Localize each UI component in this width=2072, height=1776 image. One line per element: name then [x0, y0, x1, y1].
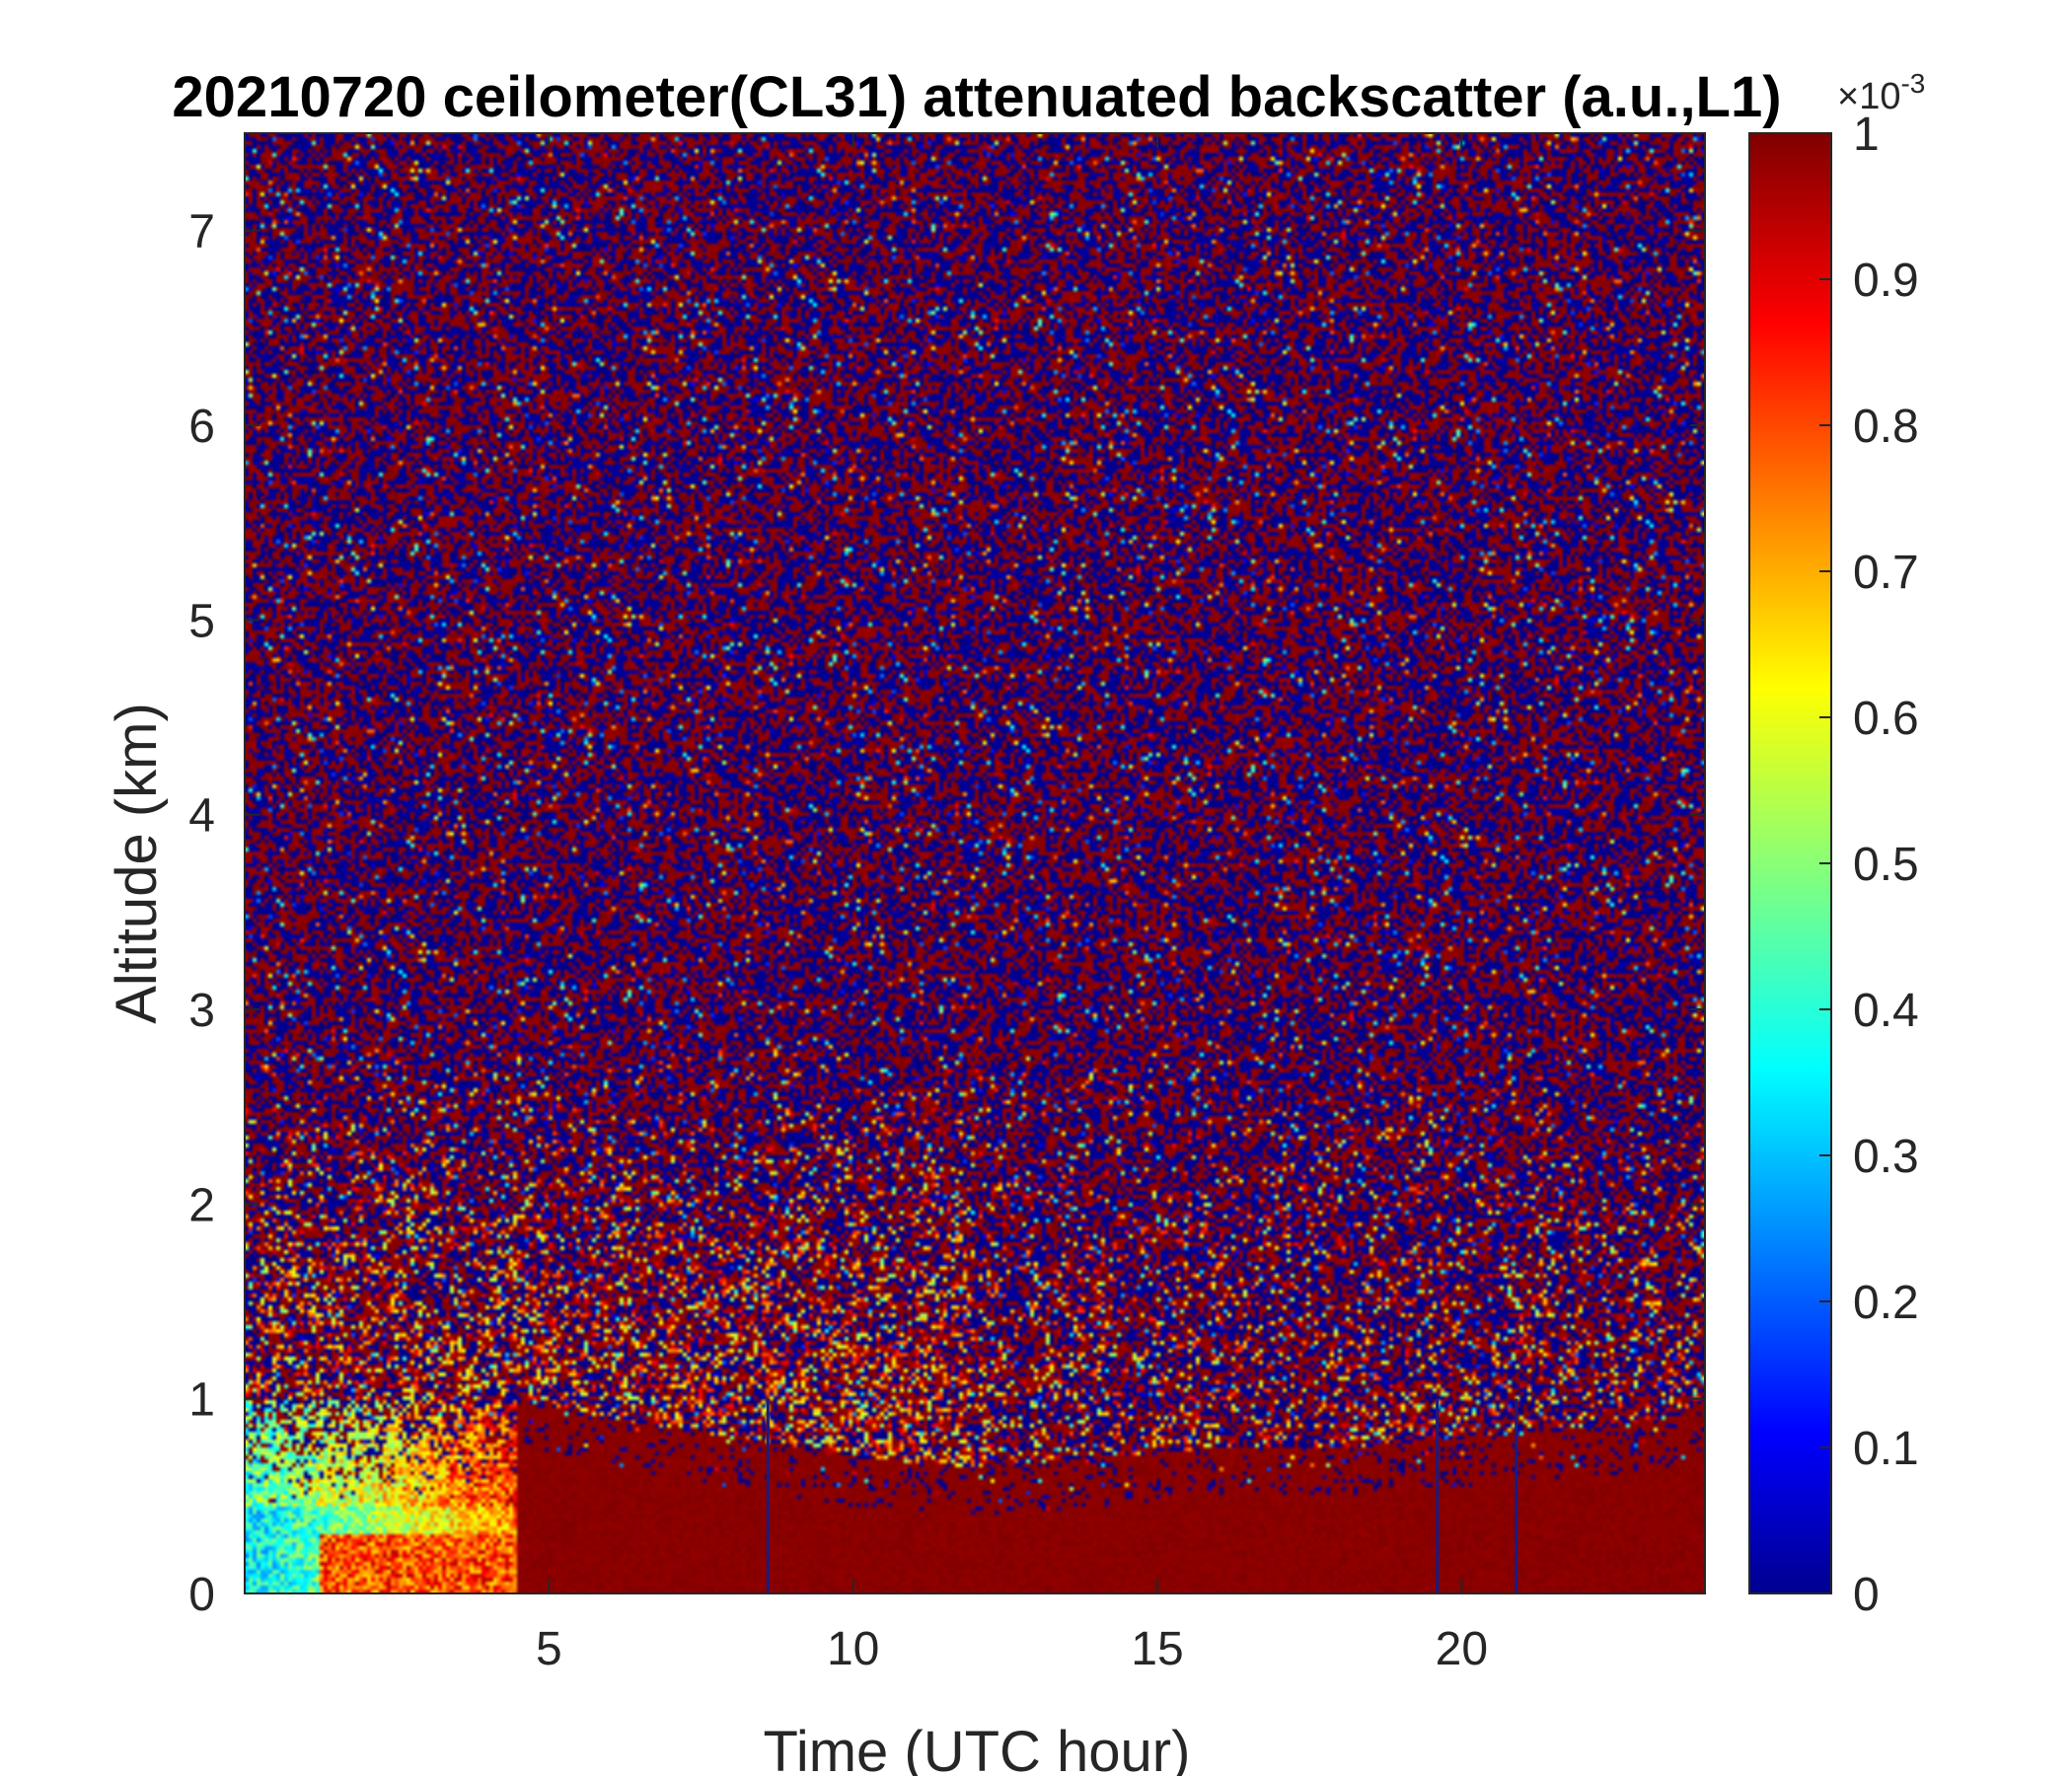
colorbar-tick-label: 0.3: [1853, 1131, 1919, 1183]
x-tick-label: 10: [827, 1623, 879, 1675]
plot-frame: [244, 132, 1706, 1594]
y-tick-label: 2: [188, 1179, 215, 1231]
y-tick-label: 5: [188, 595, 215, 647]
colorbar-tick-label: 1: [1853, 109, 1880, 161]
colorbar-exponent: ×10-3: [1837, 68, 1925, 117]
colorbar-tick-label: 0.1: [1853, 1423, 1919, 1475]
y-tick-label: 3: [188, 985, 215, 1037]
colorbar-tick-label: 0.9: [1853, 255, 1919, 307]
colorbar-tick-label: 0.5: [1853, 839, 1919, 891]
colorbar-gradient: [1749, 133, 1831, 1593]
y-tick-label: 7: [188, 206, 215, 259]
x-tick-label: 20: [1436, 1623, 1488, 1675]
backscatter-heatmap: [245, 133, 1705, 1593]
colorbar-tick-label: 0.8: [1853, 401, 1919, 453]
colorbar: 0 0.1 0.2 0.3 0.4 0.5 0.6 0.7 0.8 0.9 1 ×10-3: [1748, 68, 1925, 1621]
y-tick-label: 4: [188, 790, 215, 843]
y-tick-label: 0: [188, 1569, 215, 1621]
colorbar-tick-label: 0.2: [1853, 1277, 1919, 1329]
y-axis-label: Altitude (km): [105, 703, 169, 1024]
x-axis-label: Time (UTC hour): [764, 1720, 1191, 1776]
colorbar-tick-label: 0.6: [1853, 693, 1919, 745]
y-tick-label: 1: [188, 1374, 215, 1427]
heatmap-plot-area: 5 10 15 20 0 1 2 3 4 5 6 7: [188, 132, 1706, 1675]
x-tick-label: 15: [1131, 1623, 1183, 1675]
x-tick-label: 5: [536, 1623, 562, 1675]
y-tick-label: 6: [188, 401, 215, 453]
chart-title: 20210720 ceilometer(CL31) attenuated bac…: [172, 65, 1781, 129]
colorbar-tick-label: 0: [1853, 1569, 1880, 1621]
colorbar-tick-label: 0.7: [1853, 547, 1919, 599]
colorbar-tick-label: 0.4: [1853, 985, 1919, 1037]
